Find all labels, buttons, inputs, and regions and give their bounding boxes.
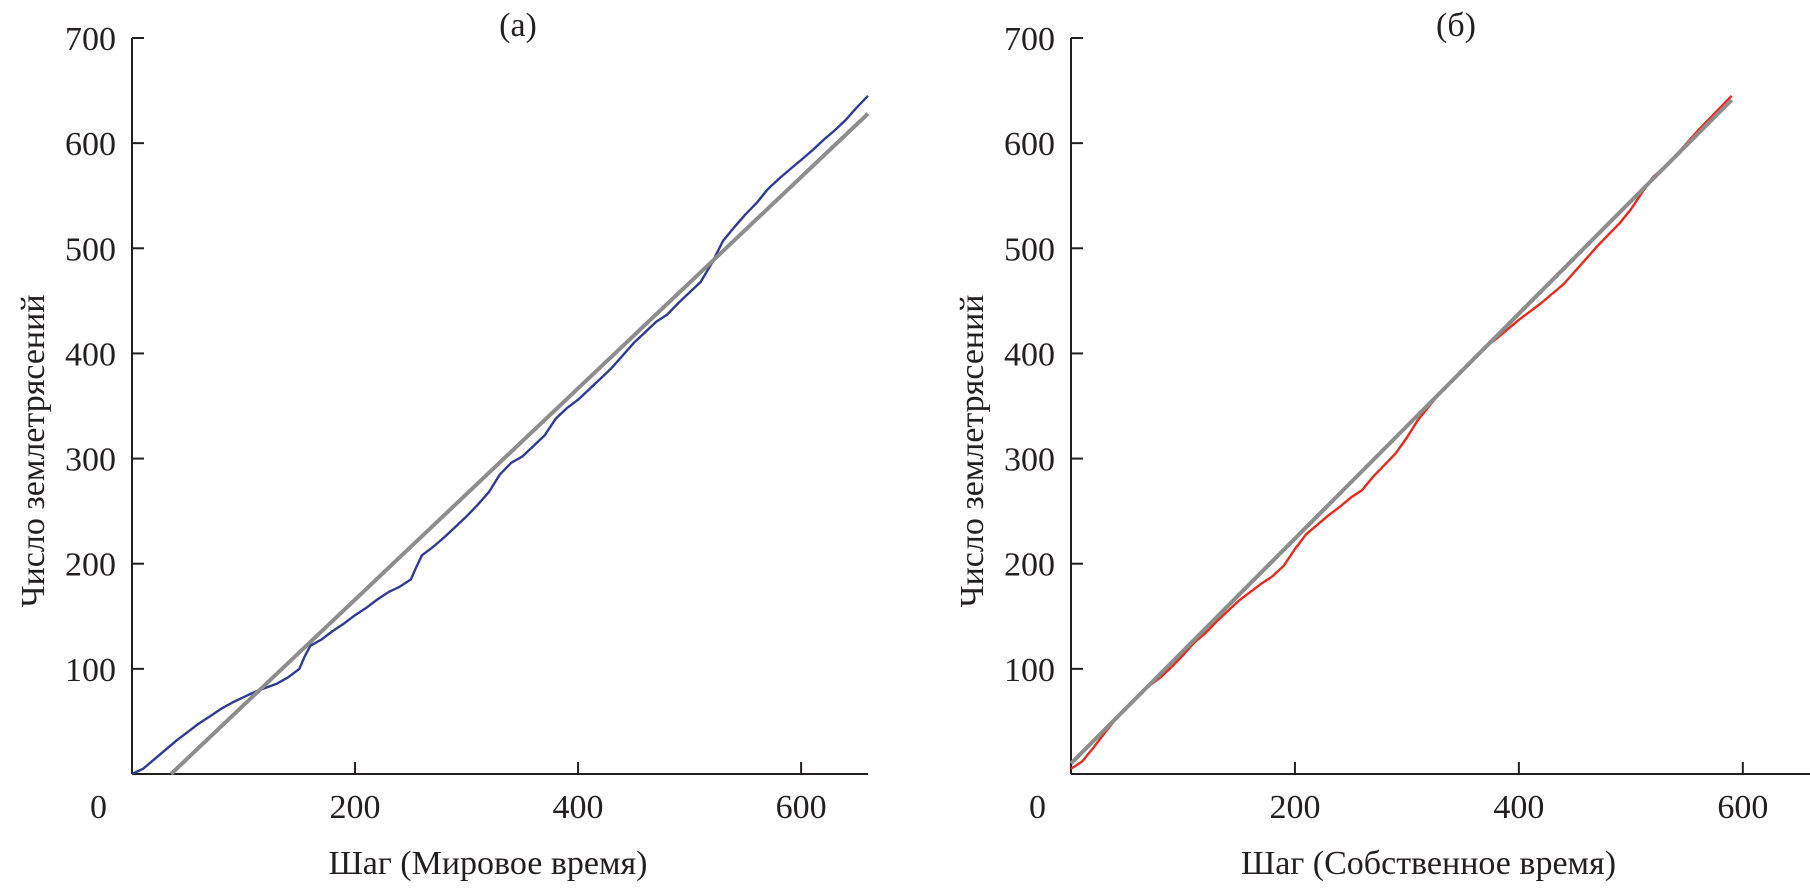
x-tick-label-a-200: 200: [330, 789, 381, 826]
chart-panel-a: 100 200 300 400 500 600 700 200 400 600 0 (а) Шаг (М…: [15, 7, 870, 882]
chart-panel-b: 100 200 300 400 500 600 700 200 400 600 0 (б) Шаг (С…: [954, 7, 1810, 882]
panel-title-a: (а): [499, 7, 537, 44]
y-tick-label-b-300: 300: [1004, 442, 1055, 479]
x-tick-label-b-200: 200: [1269, 789, 1320, 826]
y-tick-label-b-700: 700: [1004, 21, 1055, 58]
y-tick-label-a-400: 400: [65, 336, 116, 373]
y-axis-label-a: Число землетрясений: [15, 294, 52, 607]
y-tick-label-a-600: 600: [65, 126, 116, 163]
y-tick-label-b-400: 400: [1004, 336, 1055, 373]
series-observed-line-b: [1070, 94, 1733, 770]
y-tick-label-a-200: 200: [65, 547, 116, 584]
series-observed-line-a: [131, 94, 869, 776]
y-tick-label-a-100: 100: [65, 652, 116, 689]
y-tick-label-b-500: 500: [1004, 231, 1055, 268]
origin-label-a: 0: [90, 789, 107, 826]
x-tick-label-b-600: 600: [1717, 789, 1768, 826]
y-tick-label-b-200: 200: [1004, 547, 1055, 584]
y-axis-label-b: Число землетрясений: [954, 294, 991, 607]
y-tick-label-b-100: 100: [1004, 652, 1055, 689]
y-tick-label-b-600: 600: [1004, 126, 1055, 163]
y-tick-label-a-500: 500: [65, 231, 116, 268]
series-fit-line-a: [169, 112, 870, 776]
x-axis-label-a: Шаг (Мировое время): [328, 845, 647, 882]
series-fit-line-b: [1069, 98, 1734, 765]
y-tick-label-a-300: 300: [65, 442, 116, 479]
panel-title-b: (б): [1436, 7, 1476, 44]
x-tick-label-a-400: 400: [553, 789, 604, 826]
x-tick-label-b-400: 400: [1493, 789, 1544, 826]
x-axis-label-b: Шаг (Собственное время): [1241, 845, 1616, 882]
y-tick-label-a-700: 700: [65, 21, 116, 58]
x-tick-label-a-600: 600: [776, 789, 827, 826]
origin-label-b: 0: [1029, 789, 1046, 826]
